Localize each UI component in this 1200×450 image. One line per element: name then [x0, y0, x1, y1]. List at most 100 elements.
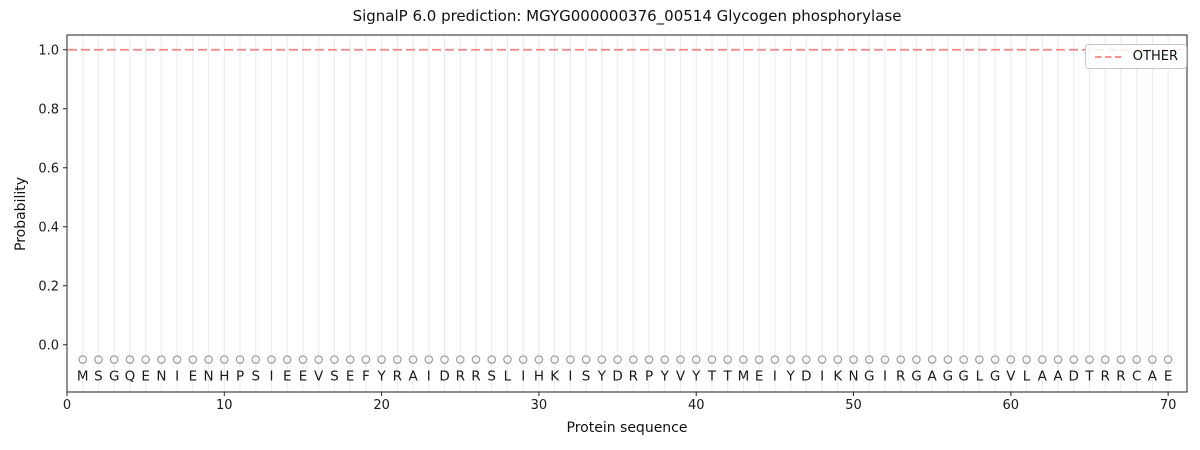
x-tick-label: 50 [845, 398, 862, 413]
residue-letter: R [393, 369, 402, 385]
residue-marker-circle [94, 355, 103, 364]
residue-marker-circle [408, 355, 418, 364]
residue-marker-circle [78, 355, 88, 364]
residue-marker-circle [267, 355, 276, 364]
residue-marker-circle [204, 355, 213, 364]
residue-letter: G [943, 369, 953, 385]
residue-letter: C [1132, 369, 1141, 385]
residue-marker-circle [1116, 355, 1126, 364]
residue-marker-circle [975, 355, 984, 364]
residue-letter: A [1038, 369, 1048, 385]
residue-letter: D [801, 369, 811, 385]
residue-marker-circle [298, 355, 308, 364]
residue-marker-circle [676, 355, 685, 364]
residue-letter: M [77, 369, 89, 385]
residue-letter: G [911, 369, 921, 385]
residue-marker-circle [833, 355, 843, 364]
residue-letter: A [928, 369, 938, 385]
chart-title: SignalP 6.0 prediction: MGYG000000376_00… [352, 7, 902, 25]
residue-letter: G [864, 369, 874, 385]
residue-marker-circle [644, 355, 654, 364]
residue-letter: G [990, 369, 1000, 385]
residue-marker-circle [707, 355, 717, 364]
residue-letter: L [976, 369, 984, 385]
residue-letter: N [204, 369, 214, 385]
residue-marker-circle [817, 355, 827, 364]
residue-letter: Y [376, 369, 386, 385]
residue-letter: H [219, 369, 229, 385]
residue-marker-circle [1100, 355, 1110, 364]
residue-marker-circle [471, 355, 481, 364]
residue-letter: R [1116, 369, 1125, 385]
residue-marker-circle [220, 355, 229, 364]
residue-letter: R [456, 369, 465, 385]
residue-marker-circle [235, 355, 245, 364]
residue-letter: F [362, 369, 370, 385]
residue-marker-circle [424, 355, 434, 364]
residue-marker-circle [1037, 355, 1047, 364]
residue-marker-circle [660, 355, 670, 364]
residue-marker-circle [550, 355, 559, 364]
residue-letter: S [330, 369, 339, 385]
residue-letter: R [896, 369, 905, 385]
residue-letter: L [504, 369, 512, 385]
residue-marker-circle [628, 355, 638, 364]
residue-marker-circle [1053, 355, 1063, 364]
residue-marker-circle [1148, 355, 1157, 364]
residue-letter: R [1101, 369, 1110, 385]
residue-letter: V [1006, 369, 1016, 385]
residue-marker-circle [912, 355, 921, 364]
residue-letter: I [521, 369, 525, 385]
residue-letter: G [958, 369, 968, 385]
residue-letter: D [1069, 369, 1079, 385]
residue-marker-circle [440, 355, 449, 364]
residue-letter: G [109, 369, 119, 385]
residue-letter: E [283, 369, 292, 385]
residue-letter: T [723, 369, 733, 385]
residue-marker-circle [534, 355, 544, 364]
residue-letter: A [1053, 369, 1063, 385]
residue-marker-circle [314, 355, 323, 364]
residue-marker-circle [739, 355, 748, 364]
residue-letter: A [408, 369, 418, 385]
residue-letter: T [1084, 369, 1094, 385]
residue-marker-circle [188, 355, 198, 364]
residue-marker-circle [849, 355, 858, 364]
residue-marker-circle [896, 355, 906, 364]
y-tick-label: 0.0 [38, 338, 59, 353]
residue-marker-circle [109, 355, 119, 364]
y-axis-label: Probability [13, 176, 29, 252]
residue-letter: N [156, 369, 166, 385]
residue-letter: T [707, 369, 717, 385]
residue-letter: S [582, 369, 591, 385]
residue-letter: I [568, 369, 572, 385]
legend: OTHER [1084, 44, 1187, 69]
x-tick-label: 0 [63, 398, 71, 413]
y-tick-label: 0.4 [38, 220, 59, 235]
residue-marker-circle [157, 355, 166, 364]
residue-letter: E [755, 369, 764, 385]
residue-marker-circle [880, 355, 890, 364]
axes-spines [66, 34, 1188, 393]
residue-marker-circle [518, 355, 528, 364]
residue-marker-circle [1132, 355, 1141, 364]
residue-letter: D [439, 369, 449, 385]
residue-letter: P [236, 369, 244, 385]
residue-letter: S [251, 369, 260, 385]
residue-letter: I [820, 369, 824, 385]
x-axis-label: Protein sequence [566, 420, 688, 436]
residue-marker-circle [345, 355, 355, 364]
residue-marker-circle [864, 355, 874, 364]
residue-marker-circle [125, 355, 135, 364]
residue-letter: E [189, 369, 198, 385]
residue-letter: V [676, 369, 686, 385]
residue-marker-circle [1085, 355, 1094, 364]
residue-letter: N [848, 369, 858, 385]
y-tick-label: 0.8 [38, 102, 59, 117]
residue-letter: E [141, 369, 150, 385]
residue-letter: E [1164, 369, 1173, 385]
residue-marker-circle [943, 355, 953, 364]
residue-marker-circle [1022, 355, 1031, 364]
